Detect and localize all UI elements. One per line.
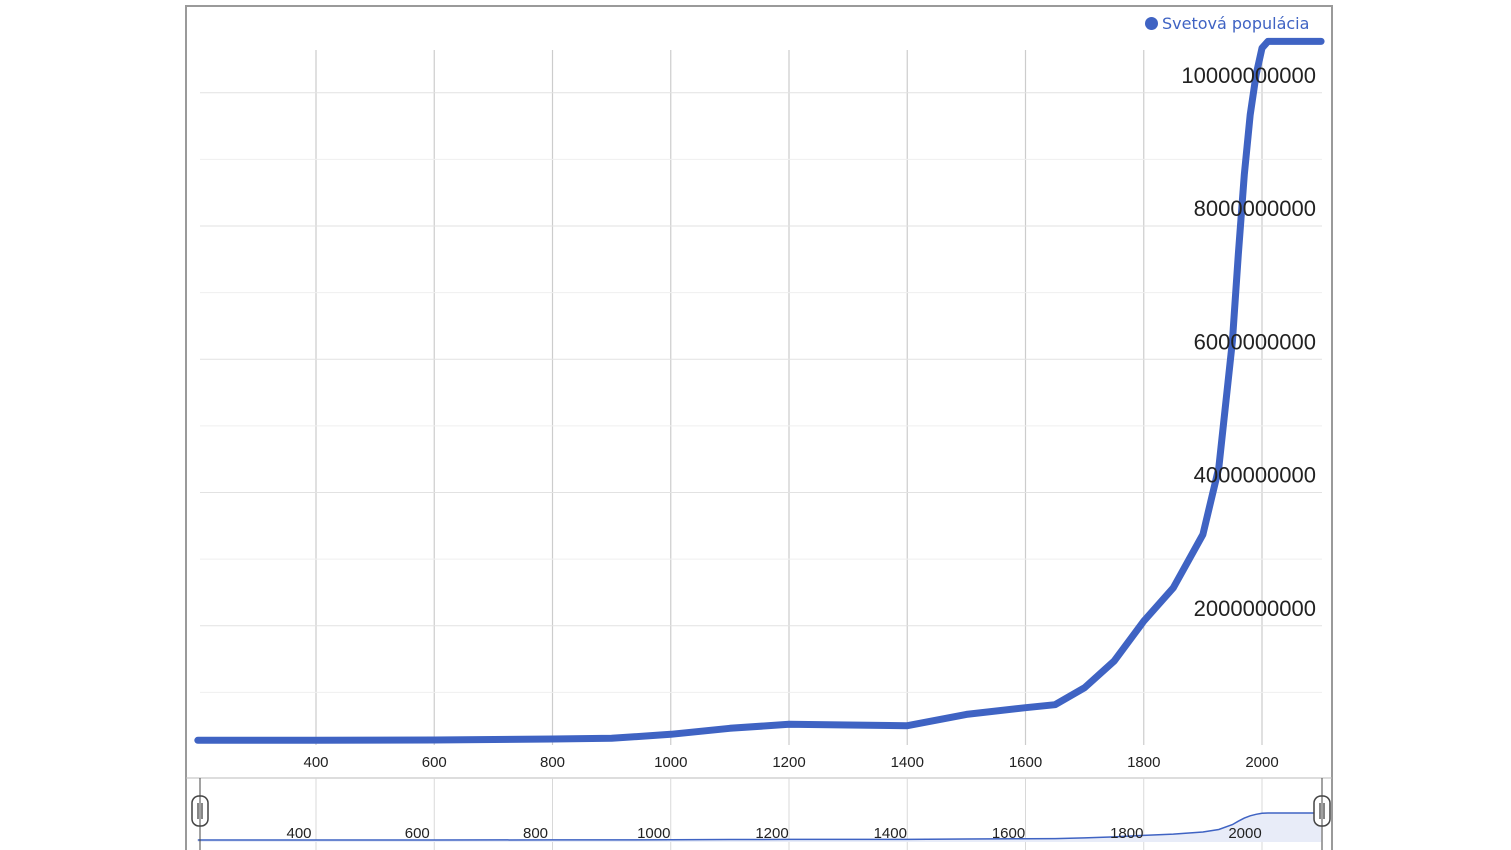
x-tick-label: 1800 — [1127, 754, 1160, 771]
navigator-tick-label: 600 — [405, 825, 430, 842]
x-tick-label: 1400 — [891, 754, 924, 771]
y-tick-label: 2000000000 — [1194, 596, 1316, 621]
x-tick-label: 1000 — [654, 754, 687, 771]
navigator-tick-label: 2000 — [1228, 825, 1261, 842]
series-line-svetova-populacia — [194, 37, 1325, 744]
navigator-tick-label: 1400 — [874, 825, 907, 842]
navigator-tick-label: 1800 — [1110, 825, 1143, 842]
y-tick-label: 10000000000 — [1181, 63, 1316, 88]
navigator-tick-label: 1000 — [637, 825, 670, 842]
y-tick-label: 6000000000 — [1194, 329, 1316, 354]
y-tick-label: 4000000000 — [1194, 463, 1316, 488]
chart-legend[interactable]: Svetová populácia — [1145, 14, 1309, 33]
x-tick-label: 1200 — [772, 754, 805, 771]
x-tick-label: 2000 — [1245, 754, 1278, 771]
y-tick-label: 8000000000 — [1194, 196, 1316, 221]
x-tick-label: 600 — [422, 754, 447, 771]
navigator-tick-label: 800 — [523, 825, 548, 842]
legend-label: Svetová populácia — [1162, 14, 1310, 33]
navigator-tick-label: 1200 — [755, 825, 788, 842]
navigator-tick-label: 400 — [286, 825, 311, 842]
navigator-area — [197, 813, 1322, 842]
navigator-tick-label: 1600 — [992, 825, 1025, 842]
chart-frame — [185, 5, 1333, 850]
x-tick-label: 1600 — [1009, 754, 1042, 771]
x-tick-label: 800 — [540, 754, 565, 771]
navigator-series-line — [197, 812, 1322, 841]
legend-marker-icon — [1145, 17, 1158, 30]
x-tick-label: 400 — [303, 754, 328, 771]
